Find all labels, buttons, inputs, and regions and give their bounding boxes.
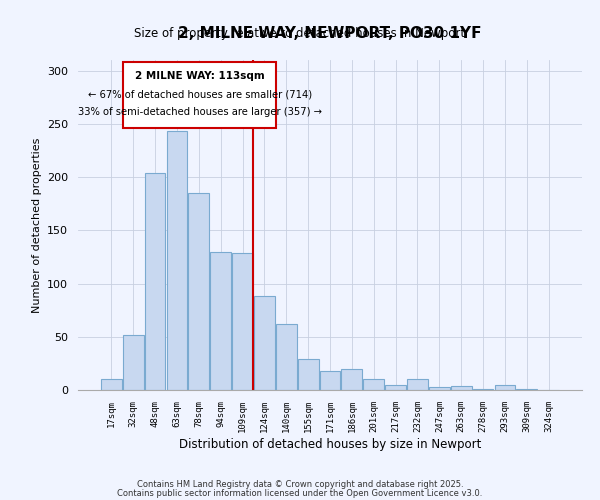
Bar — [145, 173, 166, 390]
Bar — [451, 386, 472, 390]
Bar — [210, 252, 231, 390]
Bar — [429, 387, 450, 390]
Bar — [123, 334, 143, 390]
Text: Size of property relative to detached houses in Newport: Size of property relative to detached ho… — [134, 28, 466, 40]
Bar — [254, 296, 275, 390]
X-axis label: Distribution of detached houses by size in Newport: Distribution of detached houses by size … — [179, 438, 481, 450]
Bar — [101, 380, 122, 390]
Bar — [298, 359, 319, 390]
Title: 2, MILNE WAY, NEWPORT, PO30 1YF: 2, MILNE WAY, NEWPORT, PO30 1YF — [178, 26, 482, 41]
Bar — [385, 384, 406, 390]
Bar — [517, 389, 537, 390]
Bar — [276, 324, 296, 390]
FancyBboxPatch shape — [124, 62, 277, 128]
Bar — [167, 132, 187, 390]
Text: Contains HM Land Registry data © Crown copyright and database right 2025.: Contains HM Land Registry data © Crown c… — [137, 480, 463, 489]
Bar — [188, 193, 209, 390]
Bar — [232, 252, 253, 390]
Text: 33% of semi-detached houses are larger (357) →: 33% of semi-detached houses are larger (… — [78, 107, 322, 117]
Bar — [320, 371, 340, 390]
Bar — [407, 380, 428, 390]
Text: 2 MILNE WAY: 113sqm: 2 MILNE WAY: 113sqm — [135, 70, 265, 81]
Y-axis label: Number of detached properties: Number of detached properties — [32, 138, 41, 312]
Bar — [473, 389, 493, 390]
Text: Contains public sector information licensed under the Open Government Licence v3: Contains public sector information licen… — [118, 488, 482, 498]
Text: ← 67% of detached houses are smaller (714): ← 67% of detached houses are smaller (71… — [88, 90, 312, 100]
Bar — [341, 368, 362, 390]
Bar — [494, 384, 515, 390]
Bar — [364, 380, 384, 390]
